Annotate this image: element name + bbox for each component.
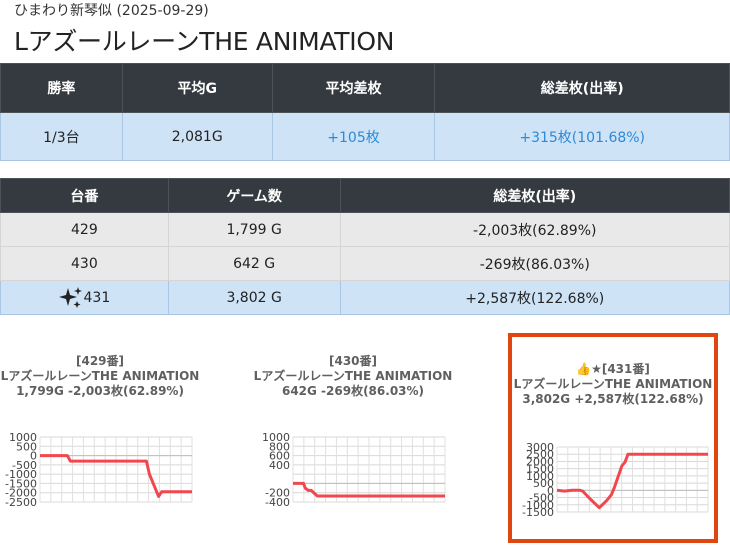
machine-number-cell[interactable]: 431 [0, 280, 169, 315]
table-row[interactable]: 429 1,799 G -2,003枚(62.89%) [0, 212, 730, 247]
series-line [556, 452, 708, 510]
table-row[interactable]: 431 3,802 G +2,587枚(122.68%) [0, 280, 730, 315]
chart-caption-result: 3,802G +2,587枚(122.68%) [522, 392, 704, 406]
y-tick-label: -2000 [5, 487, 37, 500]
y-tick-label: -1500 [5, 477, 37, 490]
y-tick-label: -1000 [522, 499, 554, 512]
y-tick-label: 800 [269, 440, 290, 453]
machine-number[interactable]: 430 [0, 246, 169, 281]
page-title: LアズールレーンTHE ANIMATION [14, 27, 395, 56]
game-count: 3,802 G [167, 280, 341, 315]
y-tick-label: -500 [529, 492, 554, 505]
machine-number[interactable]: 429 [0, 212, 169, 247]
total-diff: -269枚(86.03%) [339, 246, 730, 281]
header-total-diff: 総差枚(出率) [339, 178, 730, 213]
y-tick-label: 0 [547, 484, 554, 497]
y-tick-label: 1000 [526, 470, 554, 483]
y-tick-label: -500 [12, 459, 37, 472]
game-count: 642 G [167, 246, 341, 281]
chart-card-430[interactable]: [430番] LアズールレーンTHE ANIMATION 642G -269枚(… [253, 332, 453, 530]
chart-card-429[interactable]: [429番] LアズールレーンTHE ANIMATION 1,799G -2,0… [0, 332, 200, 530]
machine-number: 431 [83, 289, 111, 306]
y-tick-label: 2500 [526, 448, 554, 461]
header-total-diff: 総差枚(出率) [434, 63, 730, 113]
y-tick-label: -1500 [522, 506, 554, 518]
y-tick-label: -1000 [5, 468, 37, 481]
header-game-count: ゲーム数 [167, 178, 341, 213]
chart-caption-model: LアズールレーンTHE ANIMATION [0, 369, 200, 383]
chart-caption-number: [430番] [328, 354, 378, 368]
y-tick-label: 500 [16, 440, 37, 453]
store-date-line: ひまわり新琴似 (2025-09-29) [14, 3, 209, 19]
y-tick-label: -200 [265, 487, 290, 500]
table-row[interactable]: 430 642 G -269枚(86.03%) [0, 246, 730, 281]
win-rate-value: 1/3台 [0, 112, 123, 161]
header-machine-number: 台番 [0, 178, 169, 213]
header-win-rate: 勝率 [0, 63, 123, 113]
y-tick-label: 1000 [9, 431, 37, 444]
chart-caption-model: LアズールレーンTHE ANIMATION [513, 377, 713, 391]
header-avg-diff: 平均差枚 [271, 63, 436, 113]
chart-caption-result: 1,799G -2,003枚(62.89%) [16, 384, 184, 398]
chart-caption-result: 642G -269枚(86.03%) [281, 384, 425, 398]
series-line [40, 454, 192, 498]
sparkle-icon [58, 286, 82, 308]
chart-caption-model: LアズールレーンTHE ANIMATION [253, 369, 453, 383]
y-tick-label: 600 [269, 450, 290, 463]
header-avg-games: 平均G [121, 63, 273, 113]
y-tick-label: -2500 [5, 496, 37, 509]
total-diff-value: +315枚(101.68%) [434, 112, 730, 161]
y-tick-label: 1500 [526, 463, 554, 476]
summary-table: 勝率 平均G 平均差枚 総差枚(出率) 1/3台 2,081G +105枚 +3… [0, 63, 730, 161]
avg-games-value: 2,081G [121, 112, 273, 161]
series-line [293, 481, 445, 498]
chart-card-431[interactable]: 👍★[431番] LアズールレーンTHE ANIMATION 3,802G +2… [508, 333, 718, 543]
y-tick-label: 2000 [526, 455, 554, 468]
total-diff: -2,003枚(62.89%) [339, 212, 730, 247]
y-tick-label: 3000 [526, 441, 554, 454]
y-tick-label: 0 [30, 450, 37, 463]
chart-caption-number: [429番] [75, 354, 125, 368]
machine-table: 台番 ゲーム数 総差枚(出率) 429 1,799 G -2,003枚(62.8… [0, 178, 730, 315]
game-count: 1,799 G [167, 212, 341, 247]
y-tick-label: 500 [533, 477, 554, 490]
total-diff: +2,587枚(122.68%) [339, 280, 730, 315]
y-tick-label: 1000 [262, 431, 290, 444]
y-tick-label: -400 [265, 496, 290, 509]
chart-caption-number: 👍★[431番] [576, 362, 650, 376]
avg-diff-value: +105枚 [271, 112, 436, 161]
y-tick-label: 400 [269, 459, 290, 472]
